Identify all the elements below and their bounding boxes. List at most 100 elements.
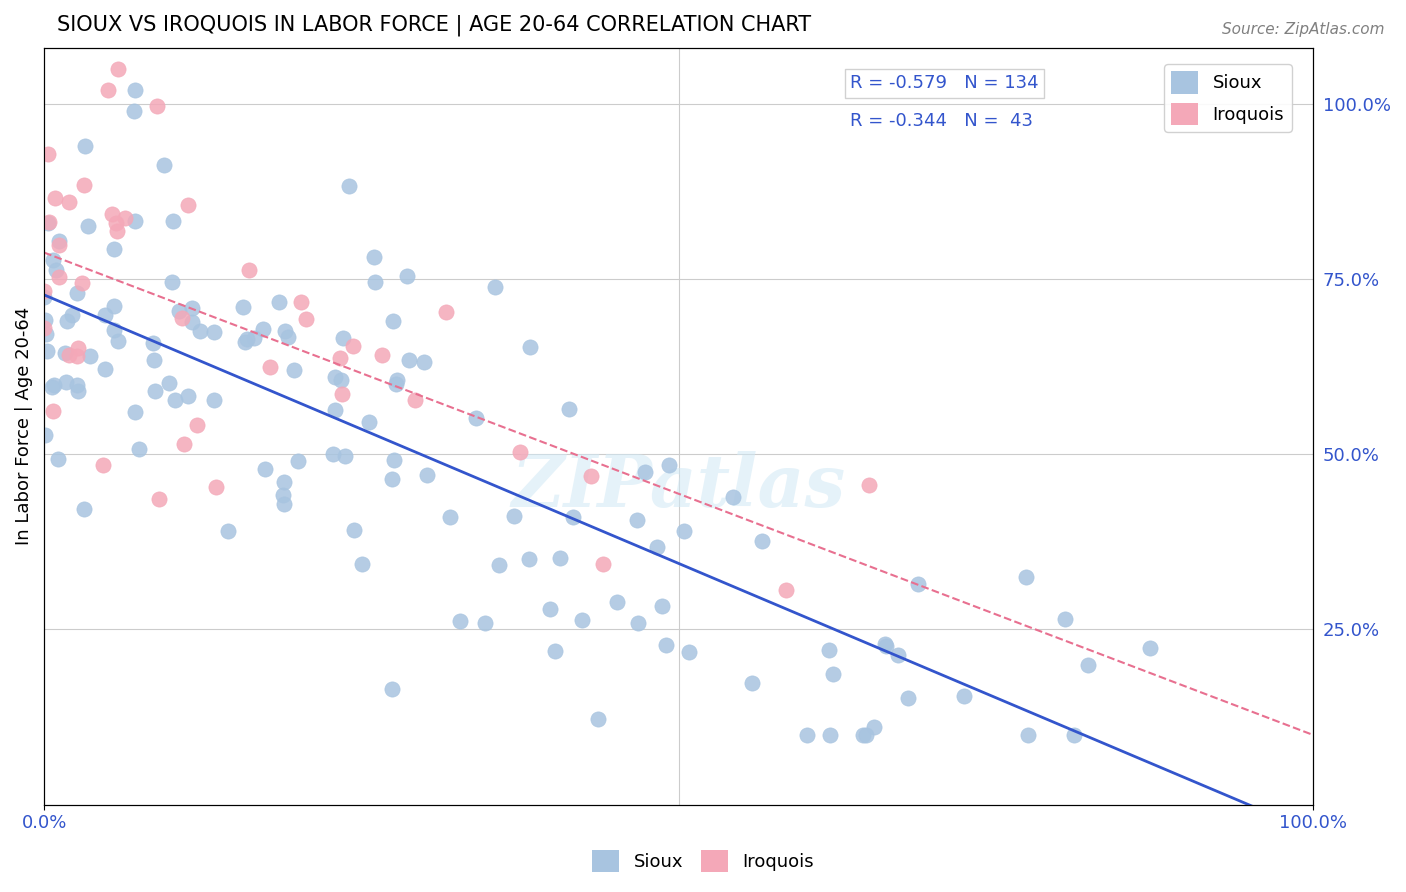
Point — [186, 417, 208, 432]
Point — [163, 392, 186, 407]
Point — [1077, 658, 1099, 673]
Point — [332, 331, 354, 345]
Point — [474, 615, 496, 630]
Point — [416, 467, 439, 482]
Point — [238, 263, 260, 277]
Point — [114, 211, 136, 225]
Point — [412, 355, 434, 369]
Point — [751, 533, 773, 548]
Point — [58, 194, 80, 209]
Point — [105, 216, 128, 230]
Point — [290, 295, 312, 310]
Legend: Sioux, Iroquois: Sioux, Iroquois — [1164, 64, 1292, 132]
Point — [439, 509, 461, 524]
Point — [952, 689, 974, 703]
Point — [205, 480, 228, 494]
Point — [1017, 728, 1039, 742]
Point — [67, 384, 90, 398]
Point — [34, 320, 56, 334]
Point — [398, 352, 420, 367]
Point — [385, 373, 408, 387]
Point — [259, 359, 281, 374]
Point — [323, 370, 346, 384]
Point — [678, 645, 700, 659]
Point — [107, 62, 129, 76]
Point — [329, 373, 352, 387]
Point — [34, 427, 56, 442]
Point — [381, 681, 404, 696]
Point — [188, 324, 211, 338]
Point — [122, 104, 145, 119]
Text: R = -0.344   N =  43: R = -0.344 N = 43 — [851, 112, 1033, 130]
Point — [332, 387, 354, 401]
Point — [37, 147, 59, 161]
Point — [370, 348, 392, 362]
Point — [177, 198, 200, 212]
Point — [561, 510, 583, 524]
Point — [38, 215, 60, 229]
Point — [543, 644, 565, 658]
Point — [287, 454, 309, 468]
Point — [128, 442, 150, 456]
Point — [364, 275, 387, 289]
Point — [53, 346, 76, 360]
Point — [253, 461, 276, 475]
Point — [627, 615, 650, 630]
Point — [124, 214, 146, 228]
Point — [337, 179, 360, 194]
Point — [855, 728, 877, 742]
Point — [160, 275, 183, 289]
Point — [381, 471, 404, 485]
Point — [34, 326, 56, 341]
Point — [66, 286, 89, 301]
Point — [103, 323, 125, 337]
Point — [48, 238, 70, 252]
Point — [538, 602, 561, 616]
Point — [181, 315, 204, 329]
Point — [350, 558, 373, 572]
Point — [146, 99, 169, 113]
Point — [202, 325, 225, 339]
Point — [509, 445, 531, 459]
Point — [103, 242, 125, 256]
Point — [592, 558, 614, 572]
Point — [143, 384, 166, 398]
Point — [142, 352, 165, 367]
Point — [34, 284, 56, 298]
Point — [449, 614, 471, 628]
Point — [385, 376, 408, 391]
Point — [503, 509, 526, 524]
Point — [107, 223, 129, 237]
Point — [180, 301, 202, 316]
Point — [862, 720, 884, 734]
Point — [1015, 570, 1038, 584]
Point — [335, 449, 357, 463]
Y-axis label: In Labor Force | Age 20-64: In Labor Force | Age 20-64 — [15, 307, 32, 545]
Point — [48, 270, 70, 285]
Point — [343, 524, 366, 538]
Point — [170, 311, 193, 326]
Point — [235, 332, 257, 346]
Point — [295, 311, 318, 326]
Point — [58, 348, 80, 362]
Point — [153, 158, 176, 172]
Legend: Sioux, Iroquois: Sioux, Iroquois — [585, 843, 821, 879]
Point — [818, 643, 841, 657]
Point — [645, 540, 668, 554]
Point — [73, 178, 96, 193]
Point — [342, 339, 364, 353]
Point — [273, 475, 295, 489]
Text: ZIPatlas: ZIPatlas — [512, 451, 846, 522]
Point — [79, 349, 101, 363]
Point — [579, 469, 602, 483]
Point — [67, 341, 90, 355]
Point — [35, 344, 58, 359]
Point — [42, 252, 65, 267]
Point — [357, 415, 380, 429]
Point — [252, 321, 274, 335]
Point — [233, 335, 256, 350]
Point — [46, 452, 69, 467]
Point — [34, 313, 56, 327]
Point — [672, 524, 695, 538]
Point — [60, 308, 83, 322]
